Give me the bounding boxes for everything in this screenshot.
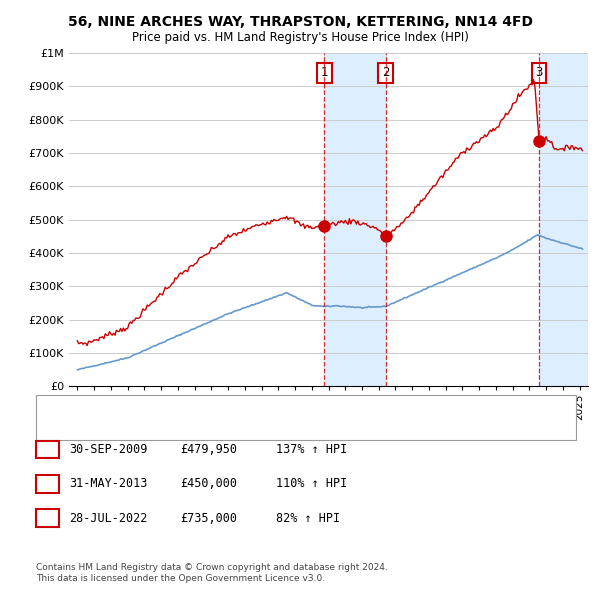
Bar xyxy=(325,53,386,386)
Text: 1: 1 xyxy=(43,443,52,456)
Text: 82% ↑ HPI: 82% ↑ HPI xyxy=(276,512,340,525)
Text: 28-JUL-2022: 28-JUL-2022 xyxy=(69,512,148,525)
Text: Price paid vs. HM Land Registry's House Price Index (HPI): Price paid vs. HM Land Registry's House … xyxy=(131,31,469,44)
Text: £735,000: £735,000 xyxy=(180,512,237,525)
Text: £450,000: £450,000 xyxy=(180,477,237,490)
Text: 3: 3 xyxy=(535,67,543,80)
Text: 56, NINE ARCHES WAY, THRAPSTON, KETTERING, NN14 4FD (detached house): 56, NINE ARCHES WAY, THRAPSTON, KETTERIN… xyxy=(84,403,488,412)
Bar xyxy=(539,53,588,386)
Text: 2: 2 xyxy=(43,477,52,490)
Text: HPI: Average price, detached house, North Northamptonshire: HPI: Average price, detached house, Nort… xyxy=(84,422,404,432)
Text: Contains HM Land Registry data © Crown copyright and database right 2024.: Contains HM Land Registry data © Crown c… xyxy=(36,563,388,572)
Text: 1: 1 xyxy=(320,67,328,80)
Text: This data is licensed under the Open Government Licence v3.0.: This data is licensed under the Open Gov… xyxy=(36,574,325,583)
Text: 31-MAY-2013: 31-MAY-2013 xyxy=(69,477,148,490)
Text: 56, NINE ARCHES WAY, THRAPSTON, KETTERING, NN14 4FD: 56, NINE ARCHES WAY, THRAPSTON, KETTERIN… xyxy=(67,15,533,29)
Text: 3: 3 xyxy=(43,512,52,525)
Text: 137% ↑ HPI: 137% ↑ HPI xyxy=(276,443,347,456)
Text: 30-SEP-2009: 30-SEP-2009 xyxy=(69,443,148,456)
Text: 2: 2 xyxy=(382,67,389,80)
Text: £479,950: £479,950 xyxy=(180,443,237,456)
Text: 110% ↑ HPI: 110% ↑ HPI xyxy=(276,477,347,490)
